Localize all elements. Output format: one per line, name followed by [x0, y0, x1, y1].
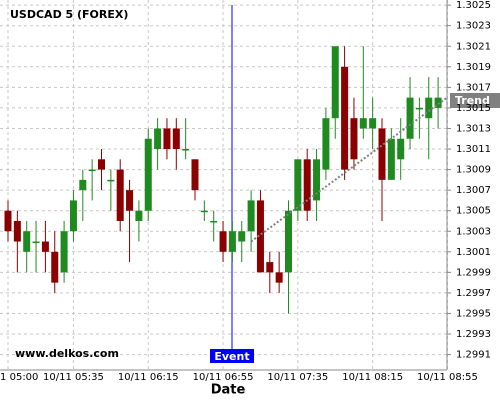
candle-body — [116, 169, 124, 221]
candle-body — [126, 190, 134, 211]
y-tick-label: 1.2999 — [456, 267, 491, 278]
candle-body — [266, 262, 274, 273]
x-tick-label: 10/11 05:35 — [43, 372, 104, 383]
watermark: www.delkos.com — [15, 347, 119, 360]
y-tick-label: 1.2995 — [456, 308, 491, 319]
candles — [4, 46, 442, 314]
candle-body — [69, 200, 77, 232]
candle-body — [144, 138, 152, 211]
candle-body — [210, 220, 218, 223]
y-tick-label: 1.2997 — [456, 288, 491, 299]
candle-body — [285, 210, 292, 273]
y-tick-label: 1.3009 — [456, 165, 491, 176]
x-tick-label: 10/11 08:15 — [342, 372, 403, 383]
y-tick-label: 1.3005 — [456, 206, 491, 217]
x-tick-label: 10/11 05:00 — [0, 372, 38, 383]
event-label: Event — [214, 350, 249, 363]
candle-body — [154, 128, 162, 150]
candle-body — [60, 231, 68, 273]
candle-body — [32, 241, 40, 244]
y-tick-label: 1.3021 — [456, 41, 491, 52]
y-tick-label: 1.2991 — [456, 350, 491, 361]
candle-body — [88, 169, 96, 172]
y-tick-label: 1.3019 — [456, 62, 491, 73]
candle-body — [172, 128, 180, 150]
candle-body — [294, 159, 302, 211]
candle-body — [135, 210, 143, 221]
candle-body — [182, 149, 190, 151]
x-axis-label: Date — [211, 383, 246, 398]
candle-body — [13, 220, 21, 242]
y-tick-label: 1.3013 — [456, 123, 491, 134]
x-tick-label: 10/11 06:55 — [193, 372, 254, 383]
y-tick-label: 1.2993 — [456, 329, 491, 340]
candle-body — [303, 159, 311, 211]
y-tick-label: 1.3001 — [456, 247, 491, 258]
candle-body — [359, 118, 367, 129]
candle-body — [322, 118, 330, 170]
y-tick-label: 1.3023 — [456, 21, 491, 32]
candle-body — [98, 159, 105, 170]
trend-line — [250, 96, 448, 243]
x-tick-label: 10/11 07:35 — [267, 372, 328, 383]
candle-body — [41, 241, 49, 252]
y-tick-label: 1.3007 — [456, 185, 491, 196]
candle-body — [406, 97, 414, 139]
candle-body — [415, 107, 423, 110]
candle-body — [275, 272, 283, 283]
y-tick-label: 1.3017 — [456, 82, 491, 93]
candle-body — [238, 231, 246, 242]
y-tick-label: 1.3015 — [456, 103, 491, 114]
candle-body — [331, 46, 339, 119]
candle-body — [341, 66, 349, 170]
candle-body — [350, 118, 358, 160]
y-tick-label: 1.3025 — [456, 0, 491, 11]
candle-body — [4, 210, 12, 232]
candle-body — [397, 138, 405, 160]
candle-body — [434, 97, 442, 108]
candle-body — [369, 118, 377, 129]
y-tick-label: 1.3003 — [456, 226, 491, 237]
y-tick-label: 1.3011 — [456, 144, 491, 155]
candle-body — [51, 251, 59, 283]
candle-body — [163, 128, 171, 150]
candle-body — [107, 179, 115, 182]
trend-label: Trend — [455, 94, 490, 107]
trend-box — [450, 93, 500, 108]
chart-title: USDCAD 5 (FOREX) — [10, 8, 128, 21]
candle-body — [191, 159, 199, 191]
candle-body — [425, 97, 433, 119]
candle-body — [228, 231, 236, 252]
x-tick-label: 10/11 06:15 — [118, 372, 179, 383]
candle-body — [247, 200, 255, 232]
candle-body — [23, 231, 31, 252]
candle-body — [79, 179, 87, 191]
candle-body — [313, 159, 321, 201]
candle-body — [200, 210, 208, 213]
candle-body — [378, 128, 386, 180]
candle-body — [219, 231, 227, 252]
x-tick-label: 10/11 08:55 — [417, 372, 478, 383]
candle-body — [256, 200, 264, 273]
event-box — [210, 349, 254, 363]
candle-body — [387, 138, 395, 180]
